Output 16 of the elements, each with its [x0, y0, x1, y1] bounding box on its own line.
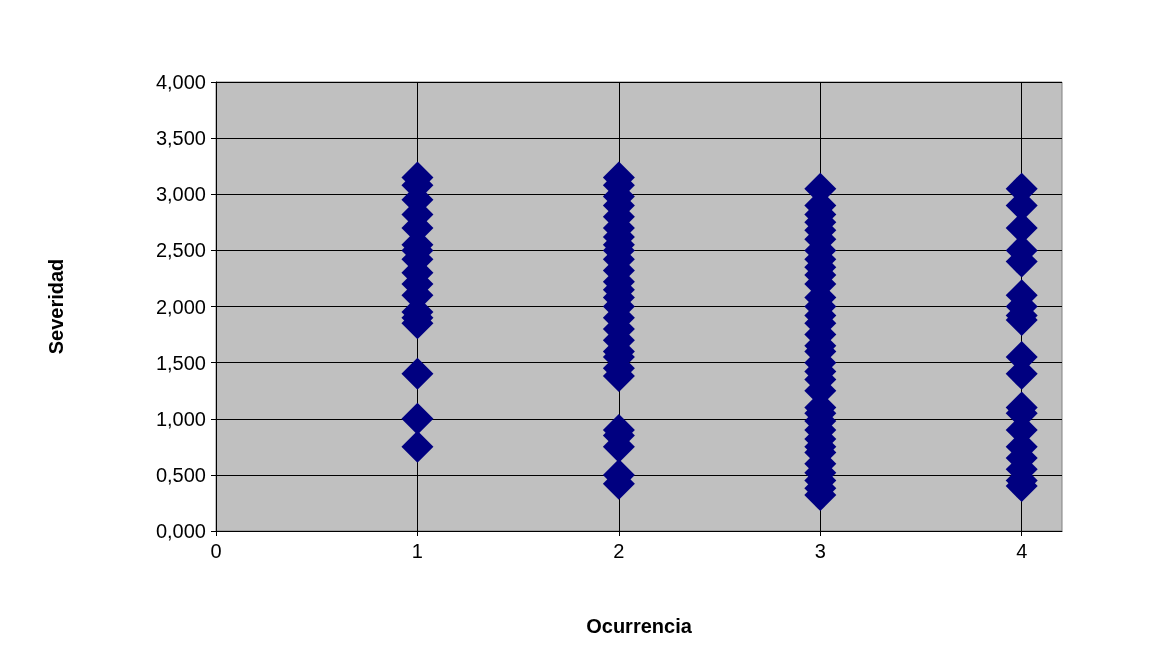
x-tick-label: 4 [1016, 540, 1028, 562]
y-tick-label: 3,000 [155, 183, 206, 206]
x-tick-label: 0 [210, 540, 222, 562]
y-tick-label: 4,000 [155, 71, 206, 93]
y-tick-label: 2,000 [155, 295, 206, 318]
y-tick-label: 0,000 [155, 520, 206, 542]
y-tick-label: 1,500 [155, 351, 206, 374]
x-tick-label: 3 [814, 540, 826, 562]
y-tick-label: 2,500 [155, 239, 206, 262]
x-tick-label: 1 [411, 540, 423, 562]
x-axis-title: Ocurrencia [586, 615, 693, 637]
y-tick-label: 0,500 [155, 463, 206, 486]
y-tick-label: 3,500 [155, 127, 206, 150]
y-axis-title: Severidad [45, 258, 67, 355]
x-tick-label: 2 [613, 540, 625, 562]
y-tick-label: 1,000 [155, 407, 206, 430]
